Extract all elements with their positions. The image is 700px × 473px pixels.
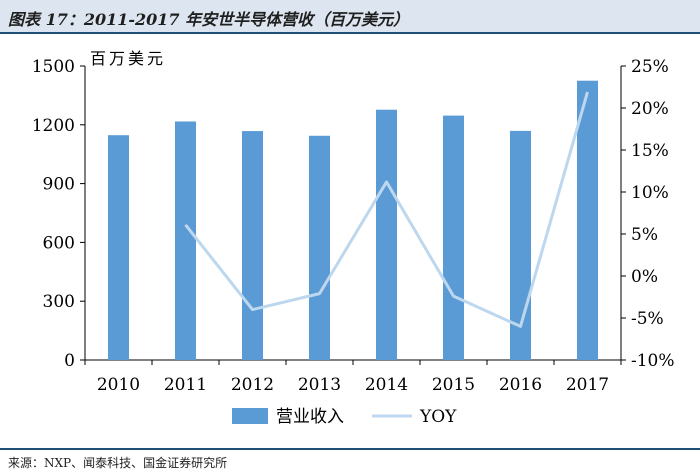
- revenue-bar: [309, 135, 330, 360]
- x-tick-label: 2016: [499, 375, 542, 395]
- left-tick-label: 0: [64, 351, 75, 371]
- x-tick-label: 2011: [164, 375, 207, 395]
- source-note: 来源：NXP、闻泰科技、国金证券研究所: [8, 456, 228, 470]
- x-tick-label: 2010: [97, 375, 140, 395]
- x-tick-label: 2014: [365, 375, 408, 395]
- revenue-bar: [376, 109, 397, 360]
- revenue-bar: [175, 121, 196, 360]
- left-tick-label: 600: [43, 233, 75, 253]
- figure-title-bar: 图表 17：2011-2017 年安世半导体营收（百万美元）: [0, 0, 700, 34]
- left-tick-label: 300: [43, 292, 75, 312]
- legend-bar-label: 营业收入: [276, 407, 344, 427]
- right-tick-label: 5%: [631, 225, 658, 245]
- legend-bar-swatch: [232, 408, 268, 424]
- x-tick-label: 2012: [231, 375, 274, 395]
- footer: 来源：NXP、闻泰科技、国金证券研究所: [0, 448, 700, 473]
- right-tick-label: 10%: [631, 183, 669, 203]
- x-tick-label: 2017: [566, 375, 609, 395]
- right-tick-label: 0%: [631, 267, 658, 287]
- figure-title: 图表 17：2011-2017 年安世半导体营收（百万美元）: [8, 10, 410, 29]
- revenue-bar: [443, 115, 464, 360]
- right-tick-label: -5%: [631, 309, 664, 329]
- legend-line-label: YOY: [419, 407, 457, 427]
- x-tick-label: 2013: [298, 375, 341, 395]
- right-tick-label: 25%: [631, 57, 669, 77]
- left-tick-label: 1500: [32, 57, 75, 77]
- revenue-bar: [242, 131, 263, 360]
- chart-area: 0 300 600 900 1200 1500 -10% -5% 0% 5% 10% 15% 20% 25…: [0, 34, 700, 448]
- left-tick-label: 900: [43, 175, 75, 195]
- left-tick-label: 1200: [32, 116, 75, 136]
- revenue-bar: [108, 135, 129, 360]
- right-tick-label: 20%: [631, 99, 669, 119]
- right-tick-label: 15%: [631, 141, 669, 161]
- revenue-chart: 0 300 600 900 1200 1500 -10% -5% 0% 5% 10% 15% 20% 25…: [32, 49, 675, 427]
- x-tick-label: 2015: [432, 375, 475, 395]
- unit-label: 百万美元: [90, 49, 166, 68]
- revenue-bar: [577, 80, 598, 360]
- right-tick-label: -10%: [631, 351, 675, 371]
